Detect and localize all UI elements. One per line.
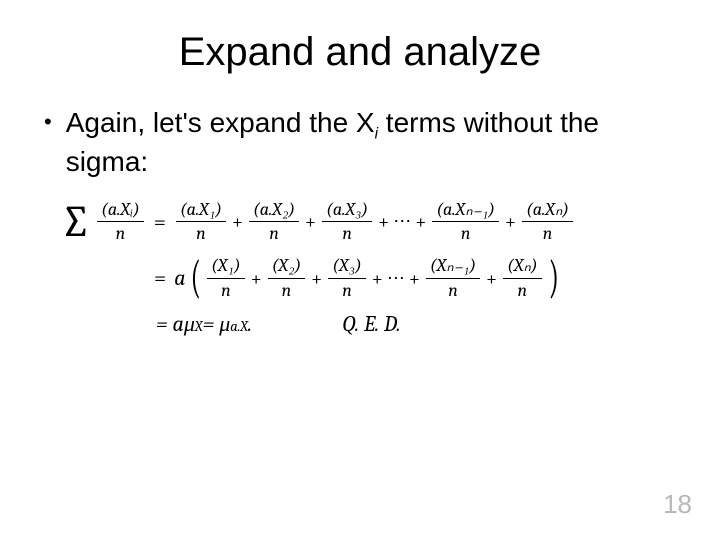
plus-sign: +: [311, 267, 322, 290]
frac-den: n: [278, 279, 296, 302]
frac-num: (X₁): [207, 255, 244, 279]
frac-den: n: [457, 222, 475, 245]
frac-den: n: [514, 279, 532, 302]
page-number: 18: [663, 489, 692, 520]
equals-sign: =: [154, 209, 166, 235]
fraction-xn: (Xₙ) n: [503, 255, 541, 301]
eq3-lead: = aμ: [156, 311, 195, 337]
bullet-prefix: Again, let's expand the X: [66, 107, 375, 138]
plus-sign: +: [505, 210, 516, 233]
frac-num: (a.X₂): [249, 199, 299, 223]
frac-num: (X₂): [268, 255, 305, 279]
frac-num: (Xₙ): [503, 255, 541, 279]
fraction-x1: (X₁) n: [207, 255, 244, 301]
eq3-period: .: [248, 311, 252, 337]
frac-den: n: [265, 222, 283, 245]
plus-sign: +: [305, 210, 316, 233]
eq3-sub1: X: [195, 318, 203, 335]
dots: ⋯: [387, 268, 405, 289]
equation-block: ∑ (a.Xᵢ) n = (a.X₁) n + (a.X₂) n + (a.X₃…: [60, 199, 670, 337]
frac-num: (Xₙ₋₁): [426, 255, 480, 279]
factor-a: a: [174, 265, 185, 291]
frac-num: (a.X₃): [322, 199, 372, 223]
bullet-item: • Again, let's expand the Xi terms witho…: [50, 105, 670, 179]
plus-sign: +: [409, 267, 420, 290]
frac-den: n: [539, 222, 557, 245]
frac-num: (a.Xₙ): [522, 199, 573, 223]
frac-num: (a.Xₙ₋₁): [432, 199, 499, 223]
plus-sign: +: [251, 267, 262, 290]
plus-sign: +: [378, 210, 389, 233]
frac-den: n: [338, 279, 356, 302]
frac-den: n: [217, 279, 235, 302]
slide-title: Expand and analyze: [50, 30, 670, 75]
fraction-tn: (a.Xₙ) n: [522, 199, 573, 245]
plus-sign: +: [415, 210, 426, 233]
frac-num: (a.Xᵢ): [97, 199, 144, 223]
plus-sign: +: [486, 267, 497, 290]
eq3-sub2: a.X: [230, 318, 248, 335]
frac-num: (X₃): [328, 255, 365, 279]
equals-sign: =: [154, 265, 166, 291]
right-paren: ): [548, 260, 559, 297]
equation-line-3: = aμX = μa.X. Q. E. D.: [156, 311, 670, 337]
fraction-x3: (X₃) n: [328, 255, 365, 301]
fraction-x2: (X₂) n: [268, 255, 305, 301]
plus-sign: +: [372, 267, 383, 290]
equation-line-2: = a ( (X₁) n + (X₂) n + (X₃) n + ⋯ + (Xₙ…: [146, 255, 670, 301]
fraction-tn1: (a.Xₙ₋₁) n: [432, 199, 499, 245]
plus-sign: +: [232, 210, 243, 233]
bullet-text: Again, let's expand the Xi terms without…: [66, 105, 670, 179]
sigma-icon: ∑: [60, 200, 91, 244]
frac-den: n: [444, 279, 462, 302]
frac-den: n: [192, 222, 210, 245]
frac-den: n: [338, 222, 356, 245]
fraction-t3: (a.X₃) n: [322, 199, 372, 245]
fraction-t1: (a.X₁) n: [176, 199, 226, 245]
frac-den: n: [112, 222, 130, 245]
equation-line-1: ∑ (a.Xᵢ) n = (a.X₁) n + (a.X₂) n + (a.X₃…: [60, 199, 670, 245]
bullet-dot-icon: •: [44, 105, 52, 139]
fraction-xn1: (Xₙ₋₁) n: [426, 255, 480, 301]
frac-num: (a.X₁): [176, 199, 226, 223]
left-paren: (: [190, 260, 201, 297]
dots: ⋯: [393, 211, 411, 232]
qed-text: Q. E. D.: [342, 311, 401, 337]
fraction-t2: (a.X₂) n: [249, 199, 299, 245]
fraction-lhs: (a.Xᵢ) n: [97, 199, 144, 245]
eq3-mid: = μ: [203, 311, 231, 337]
slide: Expand and analyze • Again, let's expand…: [0, 0, 720, 540]
